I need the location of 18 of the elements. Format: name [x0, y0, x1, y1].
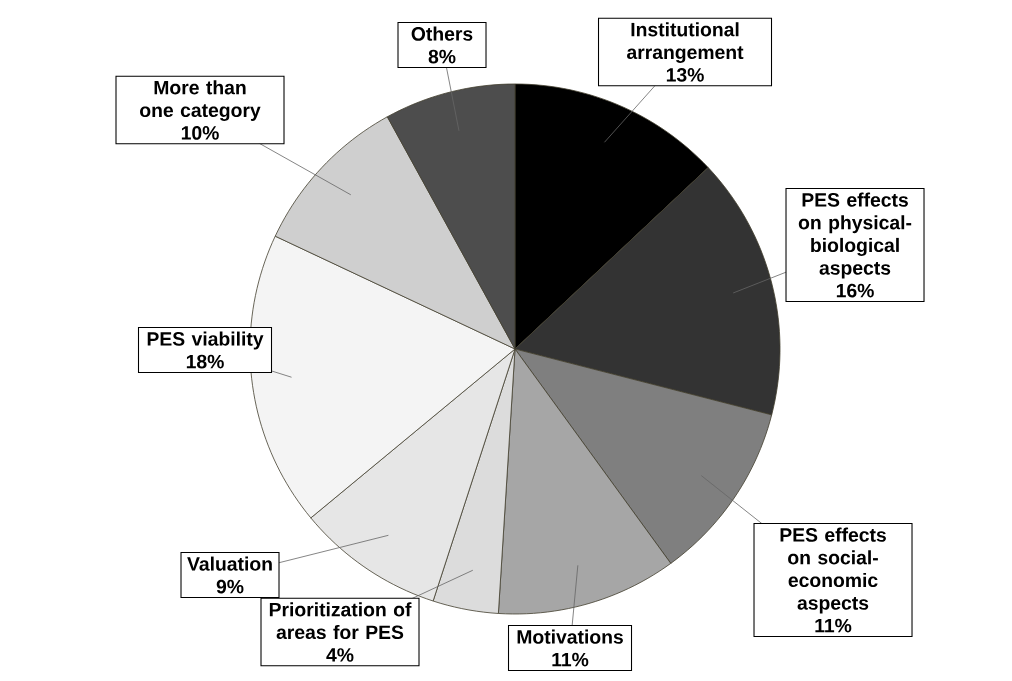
slice-label: Valuation — [187, 556, 272, 571]
slice-label: PES effects on physical-biological aspects — [798, 192, 912, 279]
slice-label: Others — [411, 26, 473, 41]
slice-label: PES viability — [147, 331, 264, 350]
data-label: 9% — [216, 579, 244, 594]
data-label: 16% — [836, 283, 874, 298]
slice-label: Institutional arrangement — [627, 22, 744, 63]
slice-label: More than one category — [140, 80, 261, 121]
data-label: 11% — [552, 652, 589, 667]
data-label: 11% — [815, 618, 852, 633]
data-label: 13% — [666, 68, 704, 82]
data-label: 18% — [186, 354, 224, 369]
slice-label: PES effects on social-economic aspects — [780, 527, 886, 614]
data-label: 10% — [181, 126, 219, 140]
data-label: 8% — [428, 49, 456, 64]
data-label: 4% — [326, 648, 354, 662]
slice-label: Prioritization of areas for PES — [269, 602, 412, 640]
slice-label: Motivations — [517, 629, 623, 644]
